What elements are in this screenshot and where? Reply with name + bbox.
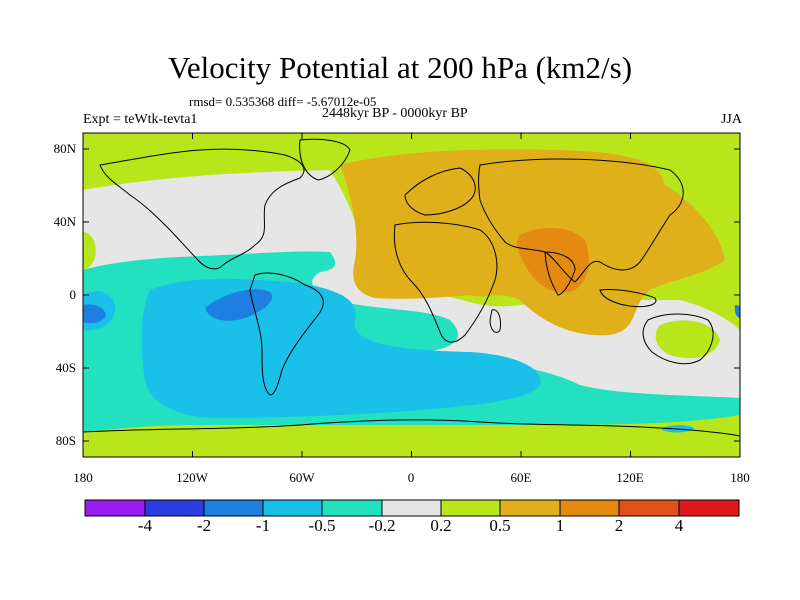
stats-line: rmsd= 0.535368 diff= -5.67012e-05 [189, 94, 377, 109]
colorbar-box-7 [440, 499, 501, 517]
colorbar-box-5 [321, 499, 383, 517]
colorbar-label-4: -0.5 [308, 516, 336, 535]
colorbar-box-4 [262, 499, 323, 517]
coastline-south-america [249, 272, 324, 396]
map-field [83, 133, 740, 457]
plot-title: Velocity Potential at 200 hPa (km2/s) [167, 50, 633, 85]
y-label-40n: 40N [53, 214, 76, 229]
x-label-60w: 60W [289, 470, 315, 485]
y-label-80n: 80N [53, 141, 76, 156]
x-label-120e: 120E [616, 470, 644, 485]
colorbar-box-8 [499, 499, 561, 517]
coastline-europe [404, 167, 476, 216]
coastline-india [544, 251, 576, 296]
period-label: 2448kyr BP - 0000kyr BP [322, 106, 468, 121]
colorbar-label-2: -2 [196, 516, 212, 535]
field-strong-positive-core [517, 228, 589, 293]
coastlines [83, 138, 740, 437]
colorbar-box-2 [144, 499, 205, 517]
colorbar-label-5: -0.2 [368, 516, 396, 535]
field-weak-positive-australia [655, 320, 720, 359]
coastline-madagascar [489, 309, 501, 333]
colorbar-label-1: -4 [137, 516, 153, 535]
experiment-label: Expt = teWtk-tevta1 [83, 112, 198, 127]
x-label-60e: 60E [510, 470, 532, 485]
x-label-120w: 120W [176, 470, 208, 485]
y-ticks [83, 148, 740, 442]
y-label-80s: 80S [55, 433, 76, 448]
colorbar-label-6: 0.2 [430, 516, 452, 535]
colorbar-box-9 [559, 499, 620, 517]
colorbar-box-3 [203, 499, 264, 517]
y-label-40s: 40S [55, 360, 76, 375]
field-strong-negative-west [83, 304, 106, 324]
x-label-180w: 180 [73, 470, 93, 485]
y-label-0: 0 [69, 287, 77, 302]
colorbar [84, 499, 740, 517]
colorbar-label-10: 4 [674, 516, 684, 535]
colorbar-box-1 [84, 499, 146, 517]
colorbar-label-9: 2 [614, 516, 624, 535]
colorbar-label-3: -1 [255, 516, 271, 535]
coastline-greenland [299, 138, 351, 181]
colorbar-label-8: 1 [555, 516, 565, 535]
x-label-0: 0 [407, 470, 415, 485]
field-strong-negative-east [734, 305, 740, 318]
coastline-asia [478, 158, 684, 283]
coastline-se-asia-islands [599, 289, 657, 308]
colorbar-box-10 [618, 499, 680, 517]
season-label: JJA [720, 112, 742, 127]
x-label-180e: 180 [730, 470, 750, 485]
coastline-antarctica [83, 419, 740, 437]
coastline-africa [393, 221, 498, 343]
colorbar-box-11 [678, 499, 740, 517]
colorbar-box-6 [381, 499, 442, 517]
field-weak-positive-pacific [83, 232, 96, 270]
coastline-australia [642, 313, 714, 365]
x-ticks [82, 133, 741, 457]
coastline-north-america [99, 148, 305, 270]
colorbar-label-7: 0.5 [489, 516, 511, 535]
